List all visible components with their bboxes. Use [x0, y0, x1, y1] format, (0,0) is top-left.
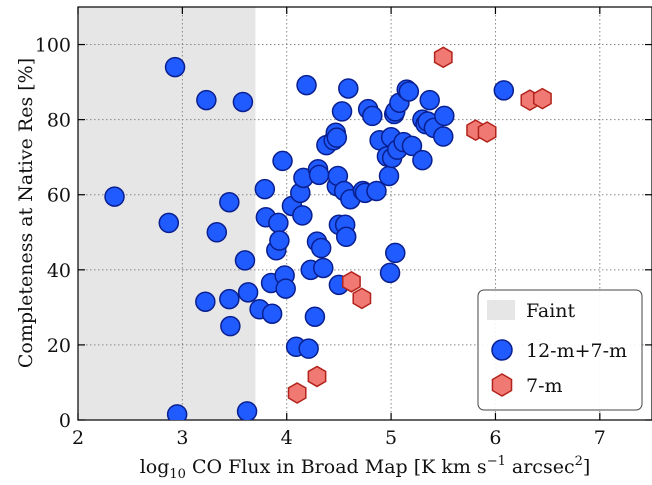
point-circle-1 — [158, 212, 180, 234]
point-circle-24 — [275, 278, 296, 299]
x-tick-label-1: 3 — [176, 427, 188, 449]
point-hexagon-0 — [287, 382, 307, 404]
y-axis-label: Completeness at Native Res [%] — [15, 58, 37, 368]
point-circle-9 — [220, 315, 241, 337]
point-circle-50 — [335, 226, 357, 248]
point-circle-74 — [412, 149, 433, 171]
point-circle-42 — [326, 127, 348, 148]
y-tick-label-0: 0 — [59, 410, 71, 432]
point-circle-30 — [296, 74, 317, 96]
legend: Faint 12-m+7-m 7-m — [477, 289, 643, 411]
point-circle-33 — [304, 306, 326, 327]
x-tick-label-3: 5 — [385, 427, 397, 449]
point-circle-0 — [104, 186, 125, 207]
y-tick-label-2: 40 — [47, 260, 71, 282]
point-circle-79 — [433, 126, 454, 147]
x-label-subscript: 10 — [169, 467, 186, 482]
x-tick-label-2: 4 — [281, 427, 293, 449]
point-circle-13 — [237, 282, 259, 303]
y-tick-label-1: 20 — [47, 335, 71, 357]
point-circle-8 — [219, 288, 240, 310]
axis-ticks: 2 3 4 5 6 7 0 20 40 60 80 100 — [35, 7, 652, 449]
point-circle-66 — [385, 242, 406, 264]
point-circle-77 — [419, 89, 440, 111]
x-label-sup2: 2 — [575, 454, 583, 469]
point-hexagon-4 — [433, 46, 453, 69]
point-hexagon-6 — [477, 121, 497, 143]
point-circle-18 — [261, 303, 283, 324]
data-points — [104, 46, 552, 420]
x-label-end: ] — [583, 456, 590, 478]
point-circle-7 — [219, 191, 240, 213]
point-circle-81 — [493, 80, 515, 101]
legend-label-faint: Faint — [526, 300, 576, 322]
x-label-prefix: log — [140, 456, 170, 478]
point-circle-28 — [292, 205, 313, 226]
point-circle-37 — [310, 237, 332, 259]
point-circle-10 — [232, 91, 254, 113]
point-circle-57 — [366, 180, 387, 202]
point-circle-38 — [313, 257, 334, 279]
y-tick-label-5: 100 — [35, 35, 71, 57]
point-circle-80 — [434, 105, 455, 127]
point-circle-22 — [272, 150, 293, 172]
point-circle-21 — [269, 230, 290, 251]
point-circle-31 — [298, 338, 319, 359]
legend-label-7m: 7-m — [526, 375, 563, 397]
x-tick-label-5: 7 — [594, 427, 606, 449]
legend-marker-7m — [491, 373, 513, 397]
point-circle-5 — [195, 291, 216, 312]
point-hexagon-3 — [352, 287, 372, 310]
point-circle-11 — [234, 250, 256, 271]
point-circle-2 — [164, 56, 186, 78]
legend-box — [477, 289, 643, 411]
point-circle-3 — [166, 404, 188, 420]
point-circle-12 — [236, 401, 258, 420]
point-circle-51 — [338, 78, 359, 99]
legend-swatch-faint — [487, 300, 515, 320]
point-circle-20 — [268, 212, 289, 234]
point-circle-72 — [401, 135, 423, 157]
y-tick-label-3: 60 — [47, 185, 71, 207]
point-circle-61 — [379, 262, 401, 284]
point-circle-71 — [398, 81, 420, 102]
legend-marker-12m7m — [491, 339, 513, 361]
x-label-sup: −1 — [487, 454, 506, 469]
point-circle-4 — [196, 89, 217, 111]
point-circle-6 — [206, 222, 228, 243]
x-axis-label: log10 CO Flux in Broad Map [K km s−1 arc… — [140, 454, 591, 482]
point-circle-15 — [254, 178, 276, 200]
legend-label-12m7m: 12-m+7-m — [526, 340, 627, 362]
point-hexagon-2 — [342, 270, 361, 293]
x-tick-label-4: 6 — [489, 427, 501, 449]
x-label-main: CO Flux in Broad Map [K km s — [186, 456, 487, 478]
point-circle-36 — [308, 164, 330, 186]
point-circle-56 — [362, 105, 383, 127]
point-hexagon-8 — [533, 87, 552, 110]
plot-frame — [77, 6, 652, 421]
x-tick-label-0: 2 — [72, 427, 84, 449]
y-tick-label-4: 80 — [47, 110, 71, 132]
point-circle-47 — [331, 101, 353, 122]
point-hexagon-1 — [307, 365, 327, 388]
x-label-mid: arcsec — [506, 456, 575, 478]
point-circle-60 — [378, 165, 400, 187]
